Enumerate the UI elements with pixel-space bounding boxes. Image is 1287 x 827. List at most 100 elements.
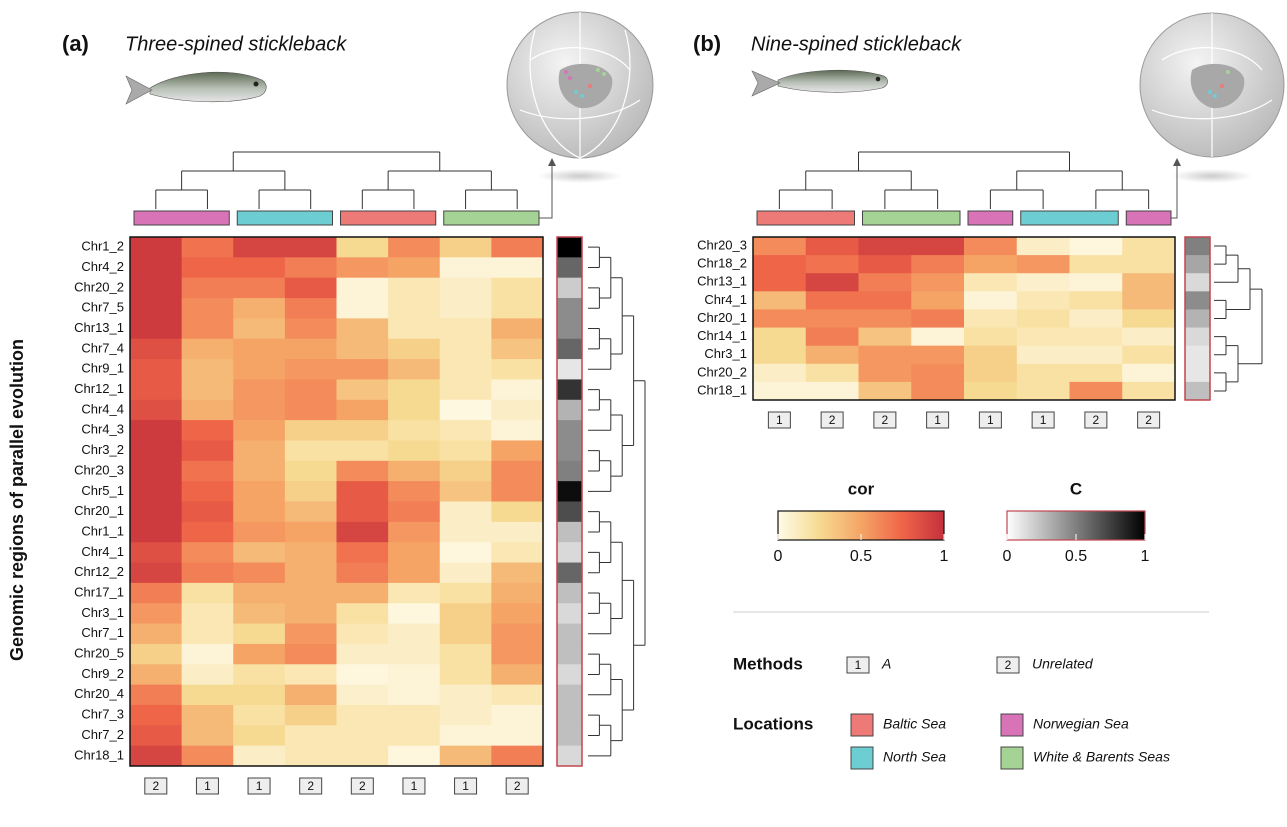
y-axis-title: Genomic regions of parallel evolution <box>7 339 27 661</box>
heatmap-cell <box>182 481 234 502</box>
heatmap-cell <box>806 291 859 310</box>
heatmap-cell <box>1017 328 1070 347</box>
column-method: 1 <box>204 779 211 793</box>
c-cell <box>557 400 582 421</box>
heatmap-cell <box>388 481 440 502</box>
heatmap-cell <box>182 278 234 299</box>
column-method: 1 <box>934 413 941 427</box>
heatmap-cell <box>285 644 337 665</box>
heatmap-cell <box>491 400 543 421</box>
figure: (a)Three-spined sticklebackGenomic regio… <box>0 0 1287 827</box>
heatmap-cell <box>964 255 1017 274</box>
heatmap-cell <box>440 725 492 746</box>
row-label: Chr9_1 <box>81 361 124 376</box>
heatmap-cell <box>859 255 912 274</box>
heatmap-cell <box>440 257 492 278</box>
row-label: Chr12_1 <box>74 381 124 396</box>
c-cell <box>557 440 582 461</box>
row-label: Chr4_1 <box>81 544 124 559</box>
heatmap-cell <box>440 685 492 706</box>
heatmap-cell <box>130 359 182 380</box>
legend-swatch <box>851 714 873 736</box>
heatmap-cell <box>388 746 440 767</box>
heatmap-cell <box>182 705 234 726</box>
c-cell <box>557 685 582 706</box>
heatmap-cell <box>130 705 182 726</box>
heatmap-cell <box>491 664 543 685</box>
location-bar <box>444 211 539 225</box>
legend-swatch <box>851 747 873 769</box>
heatmap-cell <box>285 746 337 767</box>
heatmap-cell <box>285 522 337 543</box>
heatmap-cell <box>491 257 543 278</box>
heatmap-cell <box>388 400 440 421</box>
heatmap-cell <box>440 318 492 339</box>
heatmap-cell <box>440 542 492 563</box>
legend-label: Norwegian Sea <box>1033 716 1129 732</box>
heatmap-cell <box>388 685 440 706</box>
dendrogram <box>779 152 1148 209</box>
location-bar <box>1126 211 1171 225</box>
heatmap-cell <box>440 298 492 319</box>
location-bar <box>1021 211 1119 225</box>
colorbar-tick-label: 1 <box>1141 548 1150 565</box>
heatmap-cell <box>233 563 285 584</box>
heatmap-cell <box>911 309 964 328</box>
heatmap-cell <box>491 563 543 584</box>
c-cell <box>1185 328 1210 347</box>
legend-method-code: 1 <box>855 658 862 672</box>
c-cell <box>557 522 582 543</box>
c-cell <box>1185 255 1210 274</box>
heatmap-cell <box>964 382 1017 401</box>
column-method: 2 <box>882 413 889 427</box>
heatmap-cell <box>388 542 440 563</box>
c-cell <box>557 624 582 645</box>
panel-title: Nine-spined stickleback <box>751 33 962 55</box>
row-label: Chr13_1 <box>74 320 124 335</box>
heatmap-cell <box>1122 273 1175 292</box>
column-method: 1 <box>462 779 469 793</box>
heatmap-cell <box>440 359 492 380</box>
heatmap-cell <box>130 664 182 685</box>
heatmap-cell <box>130 725 182 746</box>
heatmap-cell <box>491 603 543 624</box>
heatmap-cell <box>440 522 492 543</box>
heatmap-cell <box>491 379 543 400</box>
heatmap-cell <box>233 522 285 543</box>
heatmap-cell <box>440 583 492 604</box>
heatmap-cell <box>1070 328 1123 347</box>
heatmap-cell <box>130 481 182 502</box>
colorbar-tick-label: 0 <box>1003 548 1012 565</box>
heatmap-cell <box>337 705 389 726</box>
heatmap-cell <box>130 603 182 624</box>
heatmap-cell <box>285 318 337 339</box>
heatmap-cell <box>1070 364 1123 383</box>
dendrogram <box>156 152 517 209</box>
panel-title: Three-spined stickleback <box>125 33 347 55</box>
column-method: 2 <box>152 779 159 793</box>
heatmap-cell <box>337 379 389 400</box>
heatmap-cell <box>859 273 912 292</box>
heatmap-cell <box>806 309 859 328</box>
heatmap-cell <box>130 461 182 482</box>
heatmap-cell <box>337 502 389 523</box>
heatmap-cell <box>964 309 1017 328</box>
heatmap-cell <box>964 328 1017 347</box>
row-label: Chr4_1 <box>704 292 747 307</box>
heatmap-cell <box>285 237 337 258</box>
heatmap-cell <box>440 237 492 258</box>
legend-label: Baltic Sea <box>883 716 946 732</box>
heatmap-cell <box>491 440 543 461</box>
heatmap-cell <box>440 563 492 584</box>
heatmap-cell <box>1122 382 1175 401</box>
heatmap-cell <box>1017 237 1070 256</box>
heatmap-cell <box>337 542 389 563</box>
heatmap-cell <box>440 278 492 299</box>
legend-method-label: A <box>881 656 891 672</box>
heatmap-cell <box>233 420 285 441</box>
heatmap-cell <box>388 461 440 482</box>
heatmap-cell <box>491 685 543 706</box>
row-label: Chr20_2 <box>697 364 747 379</box>
colorbar-title: cor <box>848 479 875 498</box>
heatmap-cell <box>388 440 440 461</box>
